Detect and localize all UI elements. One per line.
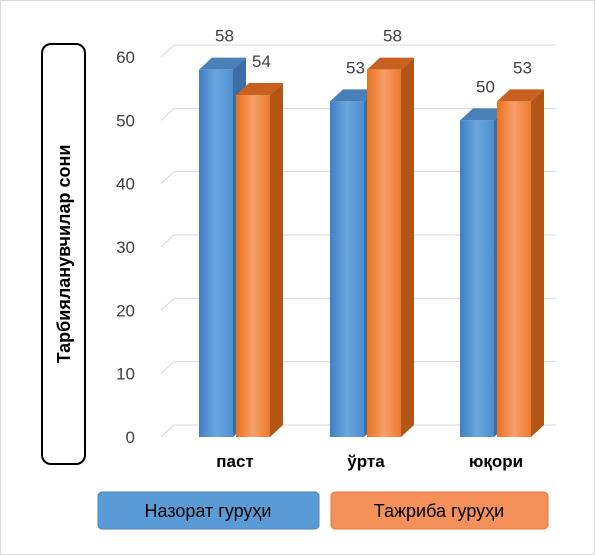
bars (199, 57, 544, 438)
legend-label-series-2: Тажриба гуруҳи (374, 501, 504, 521)
gridline-depth (160, 171, 175, 185)
x-tick-label: паст (216, 452, 254, 471)
y-tick-label: 20 (116, 301, 135, 320)
bar-front (460, 120, 494, 437)
y-tick-label: 10 (116, 365, 135, 384)
y-tick-label: 50 (116, 111, 135, 130)
data-label: 54 (252, 52, 271, 71)
bar (236, 83, 283, 437)
gridline-depth (160, 44, 175, 58)
y-axis-title: Тарбияланувчилар сони (54, 145, 74, 364)
bar-front (497, 101, 531, 437)
bar-front (199, 69, 233, 438)
bar-side (531, 89, 544, 437)
bar-top (497, 89, 544, 102)
y-tick-label: 0 (126, 428, 135, 447)
data-label: 50 (476, 77, 495, 96)
bar-top (367, 57, 414, 70)
data-labels: 58 54 53 58 50 53 (215, 27, 532, 97)
bar-side (401, 57, 414, 438)
x-axis-ticks: паст ўрта юқори (216, 452, 523, 471)
x-tick-label: ўрта (347, 452, 385, 471)
legend: Назорат гуруҳи Тажриба гуруҳи (97, 491, 549, 530)
bar-top (460, 108, 507, 121)
y-tick-label: 40 (116, 175, 135, 194)
bar-front (367, 69, 401, 438)
legend-box-series-1 (97, 491, 320, 530)
data-label: 58 (383, 27, 402, 46)
y-tick-label: 60 (116, 48, 135, 67)
bar-top (330, 89, 377, 102)
y-axis-ticks: 0 10 20 30 40 50 60 (116, 48, 135, 447)
bar-top (199, 57, 246, 70)
gridline-depth (160, 297, 175, 311)
bar-side (270, 83, 283, 437)
x-tick-label: юқори (469, 452, 523, 471)
legend-box-series-2 (330, 491, 549, 530)
gridline-depth (160, 361, 175, 375)
bar-front (330, 101, 364, 437)
data-label: 53 (513, 58, 532, 77)
legend-label-series-1: Назорат гуруҳи (145, 501, 272, 521)
bar (367, 57, 414, 438)
gridline-depth (160, 424, 175, 438)
data-label: 58 (215, 27, 234, 46)
y-tick-label: 30 (116, 238, 135, 257)
bar-top (236, 83, 283, 95)
y-axis-title-box (41, 43, 86, 465)
data-label: 53 (346, 58, 365, 77)
gridline-depth (160, 234, 175, 248)
bar (497, 89, 544, 437)
bar-front (236, 95, 270, 437)
gridline-depth (160, 107, 175, 121)
